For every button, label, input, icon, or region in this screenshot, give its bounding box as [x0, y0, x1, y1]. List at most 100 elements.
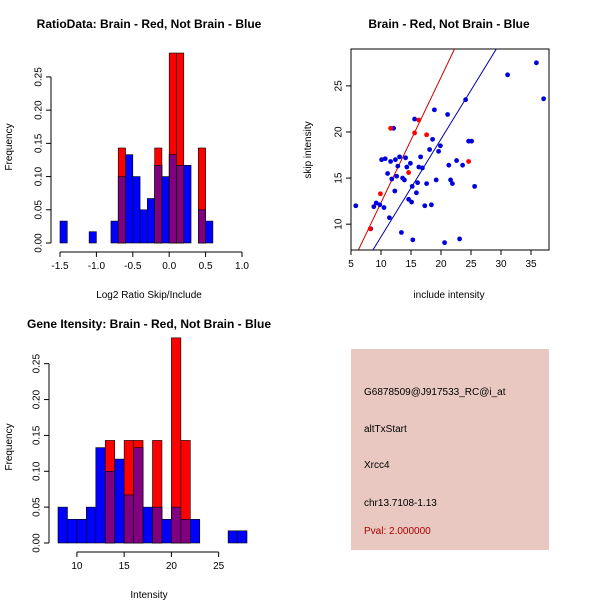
intensity-histogram-bar-not-brain: [227, 530, 238, 544]
scatter-y-tick-label: 15: [334, 172, 345, 184]
not-brain-point: [403, 155, 408, 161]
not-brain-point: [463, 97, 468, 103]
not-brain-point: [409, 199, 414, 205]
scatter-y-tick-label: 25: [334, 80, 345, 92]
not-brain-point: [448, 177, 453, 183]
not-brain-point: [418, 154, 423, 160]
intensity-histogram: Gene Itensity: Brain - Red, Not Brain - …: [4, 317, 271, 600]
not-brain-point: [388, 159, 393, 164]
brain-point: [416, 117, 422, 123]
ratio-histogram-x-tick-label: -1.0: [88, 261, 106, 272]
ratio-histogram-xlabel: Log2 Ratio Skip/Include: [96, 290, 202, 301]
not-brain-point: [469, 138, 474, 144]
not-brain-point: [415, 180, 420, 186]
not-brain-point: [381, 205, 387, 210]
not-brain-point: [438, 143, 443, 149]
not-brain-point: [395, 163, 401, 169]
intensity-histogram-bar-not-brain: [237, 530, 248, 544]
not-brain-point: [402, 177, 407, 183]
intensity-histogram-xlabel: Intensity: [130, 590, 167, 600]
not-brain-point: [454, 158, 459, 163]
intensity-histogram-y-tick-label: 0.20: [32, 389, 43, 409]
intensity-histogram-y-tick-label: 0.25: [32, 354, 43, 374]
not-brain-point: [432, 107, 437, 113]
intensity-histogram-bar-not-brain: [86, 506, 97, 544]
ratio-histogram-y-tick-label: 0.00: [34, 233, 45, 253]
intensity-histogram-ylabel: Frequency: [4, 423, 15, 470]
not-brain-point: [389, 176, 395, 182]
not-brain-point: [541, 96, 546, 102]
intensity-histogram-bar-not-brain: [142, 506, 153, 544]
intensity-histogram-bar-overlap: [152, 506, 163, 544]
not-brain-point: [420, 165, 425, 171]
ratio-histogram-y-tick-label: 0.05: [34, 200, 45, 220]
intensity-histogram-x-tick-label: 25: [213, 561, 225, 572]
gene-name: Xrcc4: [364, 460, 390, 471]
ratio-histogram-bar-not-brain: [125, 154, 134, 244]
ratio-histogram-bar-not-brain: [110, 220, 119, 244]
intensity-scatter: Brain - Red, Not Brain - Blue include in…: [303, 17, 550, 301]
not-brain-point: [409, 183, 415, 189]
not-brain-point: [404, 164, 410, 170]
ratio-histogram-bar-not-brain: [183, 164, 192, 244]
ratio-histogram-y-tick-label: 0.20: [34, 100, 45, 120]
ratio-histogram-x-tick-label: 1.0: [235, 261, 249, 272]
ratio-histogram-bar-not-brain: [147, 198, 155, 244]
not-brain-point: [433, 177, 439, 183]
ratio-histogram-bar-not-brain: [161, 176, 170, 244]
intensity-histogram-bar-not-brain: [67, 519, 78, 544]
intensity-histogram-y-tick-label: 0.10: [32, 461, 43, 481]
intensity-histogram-bar-overlap: [171, 506, 182, 544]
brain-point: [378, 191, 383, 197]
scatter-x-tick-label: 35: [525, 259, 537, 270]
intensity-histogram-bar-not-brain: [57, 506, 68, 544]
scatter-y-tick-label: 10: [334, 218, 345, 230]
ratio-histogram-ylabel: Frequency: [4, 123, 15, 170]
intensity-histogram-bar-overlap: [123, 494, 134, 544]
not-brain-point: [457, 236, 462, 242]
not-brain-point: [436, 148, 441, 154]
intensity-histogram-bar-not-brain: [190, 519, 201, 544]
intensity-histogram-x-tick-label: 10: [71, 561, 83, 572]
brain-point: [466, 159, 471, 164]
not-brain-point: [429, 202, 434, 208]
not-brain-point: [353, 203, 359, 209]
scatter-x-tick-label: 15: [405, 259, 417, 270]
not-brain-point: [446, 162, 452, 168]
brain-point: [406, 170, 411, 175]
not-brain-point: [427, 147, 432, 152]
not-brain-point: [460, 162, 465, 168]
scatter-xlabel: include intensity: [413, 290, 484, 301]
ratio-histogram-bar-not-brain: [59, 220, 68, 244]
intensity-histogram-y-tick-label: 0.05: [32, 497, 43, 517]
intensity-histogram-y-tick-label: 0.15: [32, 425, 43, 445]
intensity-histogram-bar-overlap: [180, 519, 191, 544]
not-brain-fit-line: [372, 49, 497, 250]
scatter-x-tick-label: 5: [348, 259, 354, 270]
brain-fit-line: [357, 49, 456, 250]
event-type: altTxStart: [364, 424, 407, 435]
intensity-histogram-x-tick-label: 15: [119, 561, 131, 572]
ratio-histogram-bar-not-brain: [132, 176, 141, 244]
intensity-histogram-bar-not-brain: [161, 519, 172, 544]
intensity-histogram-bar-overlap: [104, 470, 115, 544]
not-brain-point: [534, 60, 539, 66]
not-brain-point: [377, 202, 383, 208]
ratio-histogram-bar-overlap: [117, 176, 126, 244]
scatter-ylabel: skip intensity: [303, 121, 314, 178]
not-brain-point: [392, 188, 398, 194]
not-brain-point: [472, 183, 477, 189]
ratio-histogram-x-tick-label: -0.5: [124, 261, 142, 272]
intensity-histogram-bar-overlap: [133, 447, 144, 544]
scatter-plot-box: [350, 48, 550, 251]
scatter-x-tick-label: 25: [465, 259, 477, 270]
p-value: Pval: 2.000000: [364, 526, 431, 537]
not-brain-point: [371, 204, 377, 210]
scatter-title: Brain - Red, Not Brain - Blue: [368, 17, 530, 31]
scatter-y-tick-label: 20: [334, 126, 345, 138]
ratio-histogram-title: RatioData: Brain - Red, Not Brain - Blue: [37, 17, 262, 31]
not-brain-point: [430, 136, 435, 142]
intensity-histogram-bar-not-brain: [114, 458, 125, 544]
ratio-histogram-y-tick-label: 0.25: [34, 67, 45, 87]
